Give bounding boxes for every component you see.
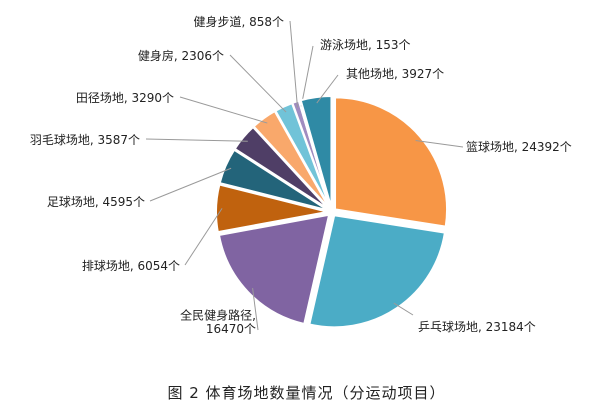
leader-line-6 — [179, 96, 268, 124]
leader-line-4 — [149, 167, 232, 202]
pie-slice-3 — [215, 183, 329, 234]
leader-line-1 — [393, 302, 414, 316]
slice-label-3: 排球场地, 6054个 — [82, 259, 180, 273]
pie-slice-0 — [334, 96, 449, 228]
leader-line-2 — [252, 288, 259, 331]
pie-slice-4 — [218, 148, 329, 212]
slice-label-0: 篮球场地, 24392个 — [466, 139, 572, 154]
leader-line-8 — [289, 20, 299, 108]
slice-label-8: 健身步道, 858个 — [193, 14, 284, 29]
pie-slice-10 — [299, 95, 333, 209]
slice-label-2: 全民健身路径, 16470个 — [180, 307, 256, 336]
leader-line-5 — [145, 138, 248, 142]
slice-label-6: 田径场地, 3290个 — [76, 91, 174, 105]
slice-label-10: 其他场地, 3927个 — [346, 67, 444, 81]
leader-line-9 — [300, 45, 314, 107]
slice-label-1: 乒乓球场地, 23184个 — [418, 320, 536, 334]
leader-line-0 — [415, 139, 464, 148]
slice-label-5: 羽毛球场地, 3587个 — [30, 133, 140, 147]
leader-line-3 — [184, 208, 223, 266]
slice-label-4: 足球场地, 4595个 — [47, 195, 145, 209]
figure-caption: 图 2 体育场地数量情况（分运动项目） — [167, 384, 446, 402]
leader-line-10 — [316, 74, 339, 104]
slice-label-7: 健身房, 2306个 — [138, 48, 224, 63]
leader-line-7 — [229, 54, 287, 113]
slice-label-9: 游泳场地, 153个 — [320, 38, 411, 52]
pie-slice-1 — [308, 214, 447, 329]
pie-slice-2 — [217, 213, 331, 326]
